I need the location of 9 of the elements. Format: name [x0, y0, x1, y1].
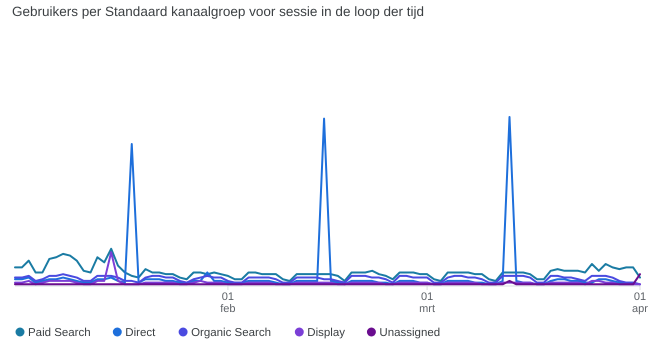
legend-label: Display	[307, 327, 346, 339]
legend-label: Organic Search	[191, 327, 272, 339]
legend-label: Paid Search	[28, 327, 91, 339]
chart-title: Gebruikers per Standaard kanaalgroep voor sessie in de loop der tijd	[12, 4, 424, 19]
x-tick-label: 01 mrt	[419, 291, 436, 315]
x-tick-label: 01 feb	[220, 291, 236, 315]
legend-label: Unassigned	[379, 327, 440, 339]
x-tick-label: 01 apr	[632, 291, 648, 315]
legend-label: Direct	[125, 327, 156, 339]
